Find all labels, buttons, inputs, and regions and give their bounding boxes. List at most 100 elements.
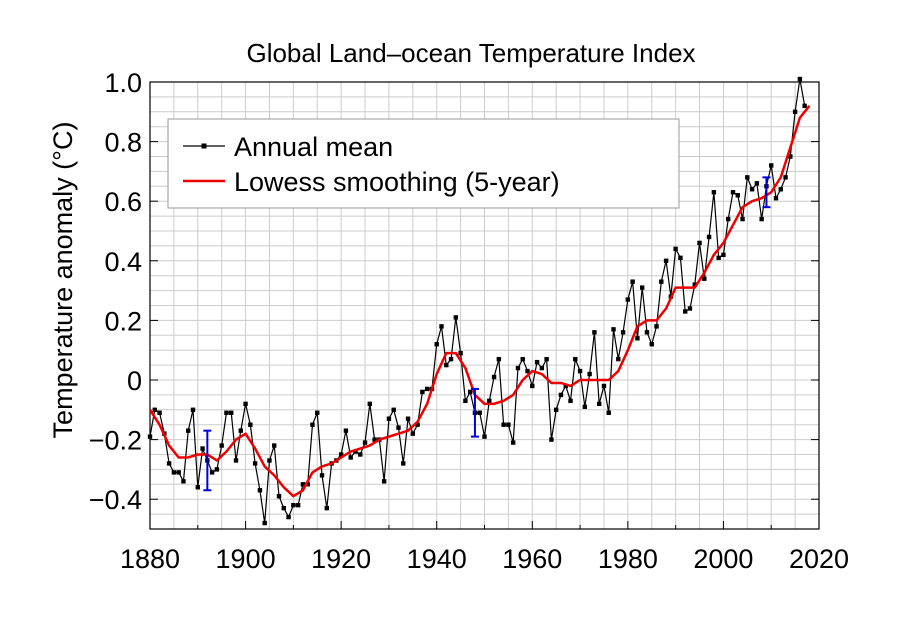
annual-mean-point <box>315 410 320 415</box>
annual-mean-point <box>683 309 688 314</box>
annual-mean-point <box>644 330 650 335</box>
annual-mean-point <box>769 163 774 168</box>
annual-mean-point <box>152 407 157 412</box>
x-tick-label: 1940 <box>407 544 467 574</box>
annual-mean-point <box>568 398 573 404</box>
annual-mean-point <box>716 255 721 261</box>
annual-mean-point <box>620 330 626 335</box>
annual-mean-point <box>166 461 172 466</box>
annual-mean-point <box>343 428 349 433</box>
annual-mean-point <box>730 190 736 195</box>
legend-box <box>167 118 680 209</box>
annual-mean-point <box>257 488 263 493</box>
annual-mean-point <box>792 109 798 114</box>
annual-mean-point <box>305 482 310 487</box>
annual-mean-point <box>659 279 664 284</box>
annual-mean-point <box>678 255 683 261</box>
annual-mean-point <box>606 410 611 415</box>
x-tick-label: 2000 <box>693 544 753 574</box>
annual-mean-point <box>348 455 353 460</box>
x-tick-label: 1980 <box>598 544 658 574</box>
annual-mean-point <box>200 446 205 451</box>
annual-mean-point <box>147 434 153 439</box>
annual-mean-point <box>157 410 162 415</box>
annual-mean-point <box>625 297 631 302</box>
annual-mean-point <box>338 452 344 457</box>
annual-mean-point <box>267 458 272 463</box>
annual-mean-point <box>706 234 712 240</box>
annual-mean-point <box>496 356 502 362</box>
annual-mean-point <box>458 350 463 356</box>
error-bars <box>203 176 771 492</box>
annual-mean-point <box>630 279 635 284</box>
chart-title: Global Land–ocean Temperature Index <box>246 38 695 68</box>
annual-mean-point <box>544 356 549 362</box>
y-tick-label: 0 <box>127 366 142 396</box>
annual-mean-point <box>190 407 196 412</box>
annual-mean-point <box>463 398 468 404</box>
annual-mean-point <box>434 342 439 347</box>
lowess-line <box>148 105 811 498</box>
annual-mean-point <box>487 398 492 404</box>
annual-mean-point <box>749 187 755 192</box>
y-tick-label: 0.2 <box>104 306 142 336</box>
annual-mean-point <box>324 505 330 511</box>
annual-mean-point <box>295 502 301 508</box>
annual-mean-point <box>539 365 545 371</box>
annual-mean-point <box>286 514 291 520</box>
annual-mean-point <box>635 336 640 341</box>
annual-mean-point <box>391 407 396 412</box>
annual-mean-point <box>573 356 578 362</box>
y-tick-label: 0.6 <box>104 187 142 217</box>
annual-mean-point <box>582 404 588 410</box>
annual-mean-point <box>549 437 554 442</box>
annual-mean-point <box>444 362 449 368</box>
annual-mean-point <box>224 410 229 415</box>
x-tick-label: 1880 <box>120 544 180 574</box>
annual-mean-point <box>592 330 597 335</box>
annual-mean-point <box>491 374 497 380</box>
annual-mean-point <box>783 175 788 180</box>
annual-mean-point <box>577 368 583 374</box>
annual-mean-point <box>587 371 592 377</box>
annual-mean-point <box>649 342 654 347</box>
annual-mean-point <box>759 216 764 222</box>
annual-mean-point <box>735 193 740 198</box>
annual-mean-point <box>778 187 783 192</box>
annual-mean-point <box>248 422 253 427</box>
annual-mean-point <box>520 356 525 362</box>
annual-mean-point <box>797 76 803 82</box>
annual-mean-point <box>195 485 200 490</box>
annual-mean-point <box>711 190 717 195</box>
annual-mean-point <box>281 505 286 511</box>
y-tick-label: 1.0 <box>104 68 142 98</box>
annual-mean-line <box>149 78 806 524</box>
annual-mean-point <box>721 252 726 258</box>
annual-mean-point <box>243 401 248 407</box>
annual-mean-point <box>300 482 306 487</box>
annual-mean-point <box>219 443 224 448</box>
annual-mean-point <box>740 216 745 222</box>
annual-mean-point <box>654 324 659 329</box>
annual-mean-point <box>745 175 750 180</box>
annual-mean-point <box>702 276 707 281</box>
y-tick-label: −0.4 <box>89 485 142 515</box>
annual-mean-series <box>147 76 807 526</box>
annual-mean-point <box>372 437 377 442</box>
annual-mean-point <box>596 401 602 407</box>
annual-mean-point <box>209 470 215 475</box>
lowess-series <box>148 105 811 498</box>
annual-mean-point <box>415 422 420 427</box>
annual-mean-point <box>381 479 387 484</box>
x-tick-label: 2020 <box>789 544 849 574</box>
axis-ticks: 1880 1900 1920 1940 1960 1980 2000 2020 −0.4 −0.2… <box>89 68 849 574</box>
annual-mean-point <box>726 216 731 222</box>
annual-mean-point <box>238 428 243 433</box>
annual-mean-point <box>276 494 282 499</box>
annual-mean-point <box>229 410 234 415</box>
annual-mean-point <box>510 440 516 445</box>
annual-mean-point <box>616 356 621 362</box>
annual-mean-point <box>171 470 177 475</box>
annual-mean-point <box>802 103 807 109</box>
